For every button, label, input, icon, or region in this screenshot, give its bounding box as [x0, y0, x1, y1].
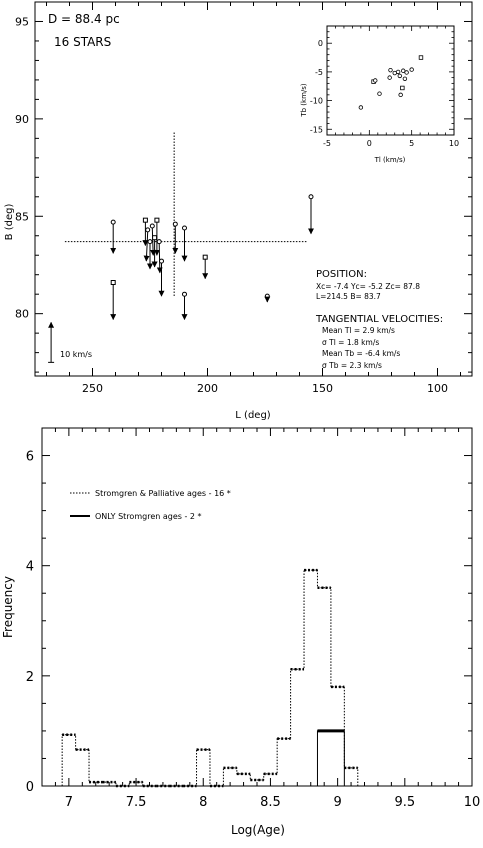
star-circle-marker	[172, 221, 178, 227]
velocity-line1: Mean Tl = 2.9 km/s	[322, 326, 395, 335]
inset-circle-point	[404, 70, 409, 75]
star-circle-marker	[145, 227, 151, 233]
star-circle-marker	[182, 225, 187, 231]
top-y-tick-label: 80	[15, 308, 29, 321]
inset-x-tick-label: 0	[367, 139, 372, 148]
bottom-x-tick-label: 9.5	[394, 795, 415, 810]
inset-circle-point	[397, 73, 403, 79]
inset-square-point	[400, 85, 405, 91]
inset-y-tick-label: 0	[318, 39, 323, 48]
star-square-marker	[142, 217, 148, 223]
velocities-title: TANGENTIAL VELOCITIES:	[315, 314, 443, 325]
histogram	[61, 568, 359, 788]
top-y-tick-label: 95	[15, 15, 29, 28]
inset-y-tick-label: -15	[310, 125, 323, 134]
distance-label: D = 88.4 pc	[48, 12, 120, 26]
legend-dotted-label: Stromgren & Palliative ages - 16 *	[95, 489, 231, 498]
top-y-tick-label: 90	[15, 113, 29, 126]
inset-ticks	[326, 26, 455, 135]
inset-circle-point	[395, 69, 401, 75]
inset-circle-point	[373, 78, 378, 83]
velocity-line3: Mean Tb = -6.4 km/s	[322, 349, 400, 358]
star-circle-marker	[264, 293, 270, 299]
inset-circle-point	[398, 92, 403, 98]
inset-frame	[326, 25, 455, 136]
bottom-y-tick-label: 2	[26, 670, 34, 685]
star-velocity-arrow	[143, 231, 150, 262]
inset-square-point	[418, 55, 424, 60]
inset-circle-point	[388, 67, 393, 73]
star-square-marker	[152, 235, 158, 241]
top-x-axis-label: L (deg)	[235, 410, 270, 421]
top-panel: D = 88.4 pc 16 STARS 250 200 150 1008085909…	[4, 1, 473, 421]
star-square-marker	[154, 217, 160, 223]
bottom-x-axis-label: Log(Age)	[231, 823, 285, 837]
top-axis-tick-labels: 250 200 150 100 80 85 90 95	[15, 15, 448, 395]
top-x-tick-label: 150	[312, 382, 333, 395]
inset-x-tick-label: 10	[449, 139, 459, 148]
inset-points	[358, 55, 424, 110]
bottom-x-tick-label: 7.5	[126, 795, 147, 810]
bottom-x-tick-label: 9	[333, 795, 341, 810]
bottom-x-tick-label: 10	[464, 795, 481, 810]
top-y-tick-label: 85	[15, 210, 29, 223]
inset-x-axis-label: Tl (km/s)	[374, 156, 406, 164]
star-circle-marker	[159, 258, 164, 264]
inset-circle-point	[377, 91, 382, 96]
star-vectors	[110, 194, 314, 321]
star-circle-marker	[147, 239, 153, 245]
scale-arrow-label: 10 km/s	[60, 350, 92, 359]
bottom-axis-tick-labels: 7 7.5 8 8.5 9 9.5 10 0 2 4 6	[26, 450, 481, 810]
velocity-line2: σ Tl = 1.8 km/s	[322, 338, 379, 347]
top-x-tick-label: 100	[427, 382, 448, 395]
star-circle-marker	[182, 291, 187, 297]
legend-solid-label: ONLY Stromgren ages - 2 *	[95, 512, 202, 521]
inset-y-tick-label: -10	[310, 97, 323, 106]
velocity-line4: σ Tb = 2.3 km/s	[322, 361, 382, 370]
star-velocity-arrow	[156, 243, 163, 274]
star-count-label: 16 STARS	[54, 35, 111, 49]
star-square-marker	[202, 254, 208, 260]
bottom-axis-ticks	[41, 427, 473, 787]
bottom-y-tick-label: 4	[26, 560, 34, 575]
inset-circle-point	[387, 75, 392, 80]
inset-circle-point	[402, 76, 408, 81]
inset-y-axis-label: Tb (km/s)	[300, 83, 308, 118]
top-x-tick-label: 200	[197, 382, 218, 395]
info-block: POSITION: Xc= -7.4 Yc= -5.2 Zc= 87.8 L=2…	[315, 269, 443, 370]
histogram-solid-outline	[316, 730, 345, 786]
top-x-tick-label: 250	[82, 382, 103, 395]
inset-circle-point	[409, 67, 414, 72]
bottom-y-tick-label: 0	[26, 780, 34, 795]
bottom-panel: 7 7.5 8 8.5 9 9.5 10 0 2 4 6 Stromgren & Palliativ…	[1, 427, 481, 837]
star-square-marker	[110, 280, 116, 285]
star-velocity-arrow	[150, 227, 157, 256]
position-line2: L=214.5 B= 83.7	[316, 292, 381, 301]
inset-tick-labels: -5 0 5 10 0 -5 -10 -15	[310, 39, 459, 148]
histogram-dotted-outline	[61, 569, 359, 787]
inset-x-tick-label: 5	[409, 139, 414, 148]
inset-circle-point	[401, 68, 406, 73]
inset-plot: -5 0 5 10 0 -5 -10 -15 Tl (km/s) Tb (km/s)	[300, 25, 459, 164]
inset-circle-point	[358, 105, 364, 110]
position-line1: Xc= -7.4 Yc= -5.2 Zc= 87.8	[316, 282, 420, 291]
star-circle-marker	[110, 219, 116, 225]
bottom-x-tick-label: 7	[65, 795, 73, 810]
star-circle-marker	[149, 223, 155, 229]
star-circle-marker	[308, 194, 314, 200]
inset-x-tick-label: -5	[323, 139, 331, 148]
top-axis-ticks	[35, 1, 472, 376]
bottom-x-tick-label: 8	[199, 795, 207, 810]
star-circle-marker	[156, 239, 162, 245]
bottom-plot-frame	[41, 427, 473, 787]
position-title: POSITION:	[316, 269, 367, 280]
bottom-y-tick-label: 6	[26, 450, 34, 465]
center-crosshair	[64, 132, 307, 297]
scale-arrow	[48, 321, 55, 363]
inset-y-tick-label: -5	[315, 68, 323, 77]
top-y-axis-label: B (deg)	[4, 204, 15, 241]
bottom-y-axis-label: Frequency	[1, 576, 15, 638]
bottom-x-tick-label: 8.5	[260, 795, 281, 810]
